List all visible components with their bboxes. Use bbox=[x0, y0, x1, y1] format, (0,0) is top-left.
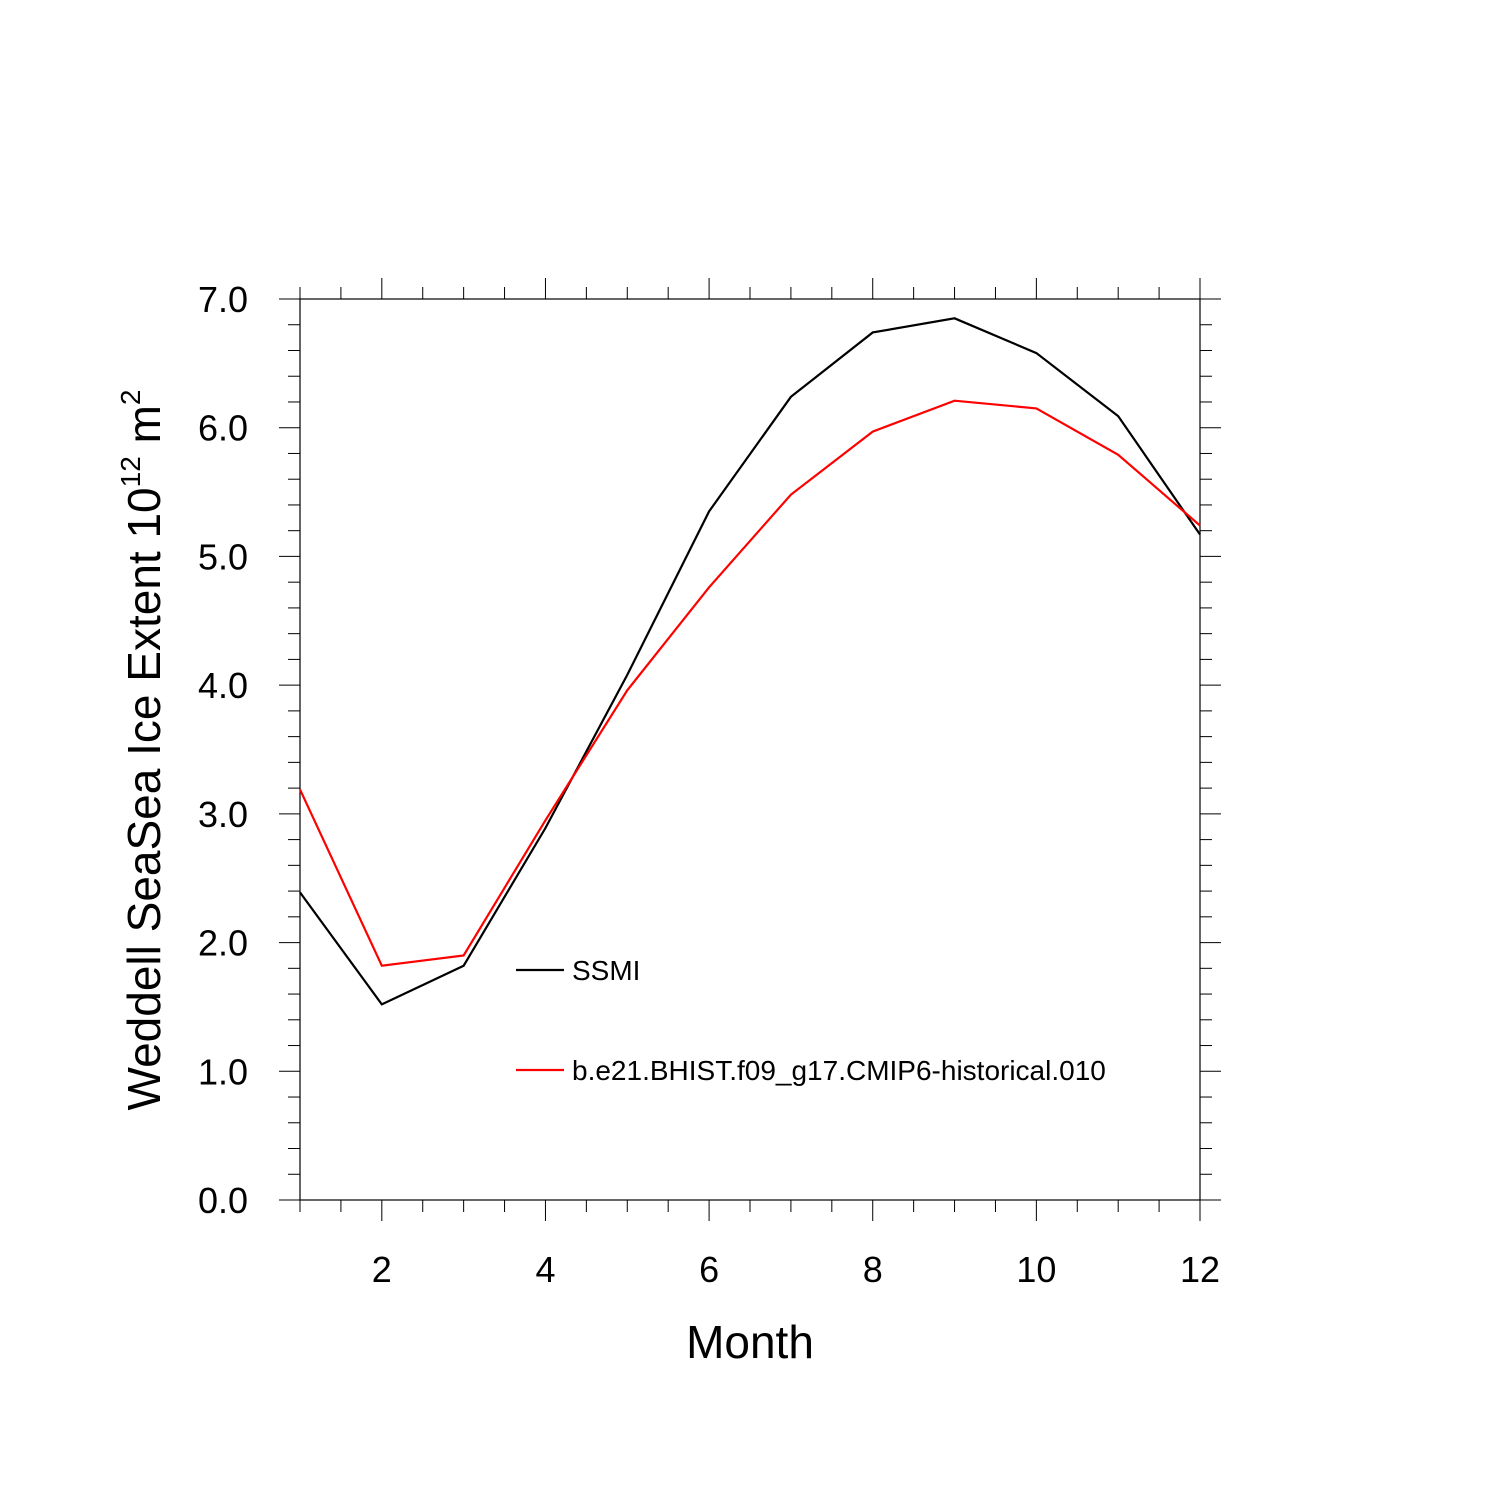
x-tick-label: 12 bbox=[1180, 1249, 1220, 1290]
legend-label: b.e21.BHIST.f09_g17.CMIP6-historical.010 bbox=[572, 1055, 1106, 1086]
axis-ticks bbox=[279, 278, 1221, 1221]
y-tick-label: 4.0 bbox=[198, 665, 248, 706]
y-tick-label: 6.0 bbox=[198, 408, 248, 449]
y-axis-label-main: Weddell SeaSea Ice Extent 10 bbox=[118, 487, 170, 1110]
plot-frame bbox=[299, 298, 1201, 1201]
y-tick-label: 1.0 bbox=[198, 1051, 248, 1092]
y-axis-label-unit: m bbox=[118, 405, 170, 456]
y-axis-label: Weddell SeaSea Ice Extent 1012 m2 bbox=[115, 390, 170, 1111]
y-axis-label-exponent: 12 bbox=[115, 456, 146, 487]
x-tick-label: 2 bbox=[372, 1249, 392, 1290]
x-axis-label: Month bbox=[686, 1316, 814, 1368]
y-tick-labels: 0.0 1.0 2.0 3.0 4.0 5.0 6.0 7.0 bbox=[198, 279, 248, 1221]
legend: SSMI b.e21.BHIST.f09_g17.CMIP6-historical… bbox=[516, 955, 1106, 1086]
y-tick-label: 2.0 bbox=[198, 923, 248, 964]
y-tick-label: 5.0 bbox=[198, 536, 248, 577]
y-tick-label: 3.0 bbox=[198, 794, 248, 835]
y-axis-label-unit-exponent: 2 bbox=[115, 390, 146, 406]
y-tick-label: 7.0 bbox=[198, 279, 248, 320]
legend-label: SSMI bbox=[572, 955, 640, 986]
x-tick-label: 6 bbox=[699, 1249, 719, 1290]
x-tick-label: 10 bbox=[1016, 1249, 1056, 1290]
x-tick-label: 4 bbox=[535, 1249, 555, 1290]
series-lines bbox=[299, 317, 1201, 1006]
x-tick-labels: 2 4 6 8 10 12 bbox=[372, 1249, 1220, 1290]
series-line-b-e21-bhist-f09-g17-cmip6-historical-010 bbox=[299, 399, 1201, 967]
y-tick-label: 0.0 bbox=[198, 1180, 248, 1221]
series-line-ssmi bbox=[299, 317, 1201, 1006]
x-tick-label: 8 bbox=[863, 1249, 883, 1290]
